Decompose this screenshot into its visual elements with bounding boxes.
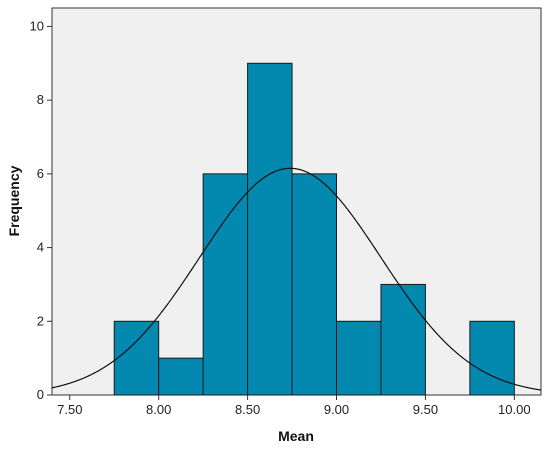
- y-axis: 0 2 4 6 8 10: [30, 18, 52, 402]
- y-tick-label-2: 4: [37, 240, 44, 255]
- x-axis-title: Mean: [278, 428, 314, 444]
- y-tick-label-5: 10: [30, 18, 44, 33]
- bars-group: [113, 62, 515, 396]
- histogram-bar-2: [202, 173, 249, 396]
- histogram-bar-1: [158, 357, 204, 396]
- x-tick-label-1: 8.00: [146, 402, 171, 417]
- histogram-bar-8: [469, 320, 515, 396]
- x-tick-label-0: 7.50: [57, 402, 82, 417]
- histogram-bar-0: [113, 320, 160, 396]
- y-tick-label-0: 0: [37, 387, 44, 402]
- x-tick-label-2: 8.50: [235, 402, 260, 417]
- x-tick-label-5: 10.00: [498, 402, 531, 417]
- histogram-bar-5: [336, 320, 382, 396]
- y-tick-label-4: 8: [37, 92, 44, 107]
- y-tick-label-3: 6: [37, 166, 44, 181]
- x-tick-label-4: 9.50: [413, 402, 438, 417]
- normal-curve: [51, 167, 542, 391]
- x-axis: 7.50 8.00 8.50 9.00 9.50 10.00: [57, 395, 531, 417]
- x-tick-label-3: 9.00: [324, 402, 349, 417]
- y-tick-label-1: 2: [37, 313, 44, 328]
- y-axis-title: Frequency: [6, 165, 22, 236]
- histogram-bar-3: [247, 62, 293, 396]
- histogram-bar-6: [380, 283, 426, 396]
- histogram-bar-4: [291, 173, 338, 396]
